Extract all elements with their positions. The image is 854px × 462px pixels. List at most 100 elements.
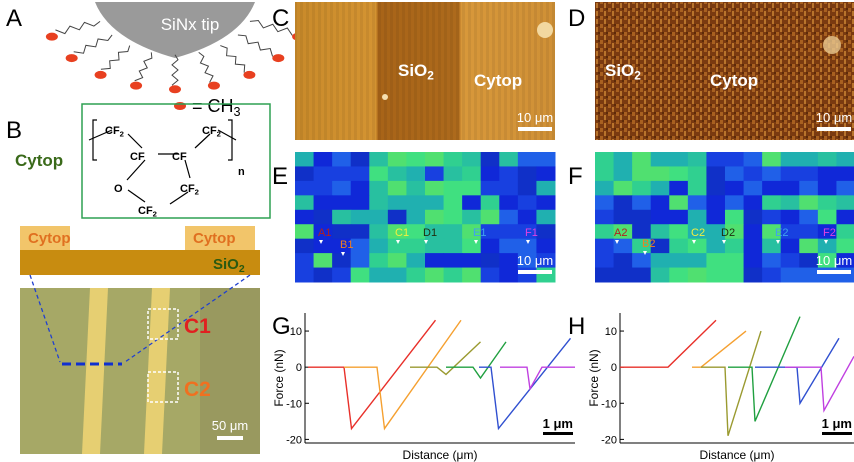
heatmap-cell: [706, 253, 726, 269]
heatmap-cell: [669, 224, 689, 240]
heatmap-cell: [725, 267, 745, 283]
chain: [134, 52, 153, 82]
atom-label: CF2: [105, 125, 124, 138]
heatmap-cell: [313, 267, 333, 283]
heatmap-cell: [295, 209, 315, 225]
chain: [55, 21, 101, 35]
region-box: [147, 371, 179, 403]
stack-label: Cytop: [193, 230, 236, 247]
heatmap-cell: [669, 267, 689, 283]
heatmap-cell: [387, 180, 407, 196]
heatmap-cell: [443, 180, 463, 196]
panel-letter: E: [272, 163, 288, 190]
heatmap-cell: [313, 253, 333, 269]
panel-letter: H: [568, 313, 585, 340]
heatmap-cell: [595, 166, 615, 182]
heatmap-cell: [313, 180, 333, 196]
force-curve: [728, 316, 801, 422]
marker: [722, 240, 726, 244]
heatmap-cell: [725, 166, 745, 182]
heatmap-cell: [499, 238, 519, 254]
marker: [824, 240, 828, 244]
heatmap-cell: [295, 166, 315, 182]
heatmap-cell: [817, 195, 837, 211]
subscript: 3: [234, 105, 241, 119]
heatmap-cell: [462, 180, 482, 196]
stripe: [144, 288, 170, 454]
heatmap-cell: [836, 267, 854, 283]
y-axis-label: Force (nN): [587, 349, 601, 406]
heatmap-cell: [462, 166, 482, 182]
heatmap-cell: [595, 195, 615, 211]
heatmap-cell: [817, 238, 837, 254]
heatmap-cell: [387, 224, 407, 240]
heatmap-cell: [295, 224, 315, 240]
heatmap-cell: [799, 253, 819, 269]
heatmap-cell: [632, 166, 652, 182]
scale-bar: [817, 270, 851, 274]
heatmap-cell: [780, 180, 800, 196]
scale-label: 10 μm: [517, 253, 553, 268]
scale-bar: [518, 270, 552, 274]
heatmap-cell: [817, 180, 837, 196]
methyl: [130, 81, 143, 90]
heatmap-cell: [350, 238, 370, 254]
heatmap-cell: [706, 224, 726, 240]
micrograph-shade: [200, 288, 260, 454]
heatmap-cell: [762, 180, 782, 196]
subscript: 2: [217, 129, 221, 138]
methyl: [243, 70, 256, 79]
marker: [643, 251, 647, 255]
heatmap-cell: [406, 224, 426, 240]
heatmap-cell: [387, 166, 407, 182]
heatmap-cell: [706, 180, 726, 196]
marker: [776, 240, 780, 244]
heatmap-cell: [836, 166, 854, 182]
heatmap-cell: [687, 209, 707, 225]
heatmap-cell: [632, 267, 652, 283]
structure-box: [81, 103, 271, 219]
y-tick-label: 0: [611, 362, 617, 374]
text: SiO: [213, 256, 239, 273]
heatmap-cell: [706, 166, 726, 182]
heatmap-cell: [780, 195, 800, 211]
heatmap-cell: [743, 180, 763, 196]
y-tick-label: 0: [296, 362, 302, 374]
heatmap-cell: [632, 180, 652, 196]
heatmap-cell: [443, 195, 463, 211]
heatmap-cell: [650, 224, 670, 240]
methyl: [174, 102, 186, 110]
marker-label: C2: [691, 227, 705, 239]
heatmap-cell: [387, 209, 407, 225]
heatmap-cell: [613, 267, 633, 283]
heatmap-cell: [480, 166, 500, 182]
scale-bar: [822, 432, 852, 435]
force-curve: [410, 341, 481, 376]
heatmap-cell: [313, 166, 333, 182]
marker-label: B2: [642, 238, 655, 250]
chain: [100, 45, 131, 70]
heatmap-cell: [817, 253, 837, 269]
heatmap-cell: [332, 209, 352, 225]
heatmap-cell: [743, 224, 763, 240]
text: SiO: [398, 61, 427, 80]
heatmap-cell: [799, 209, 819, 225]
scale-bar: [817, 127, 851, 131]
heatmap-cell: [762, 166, 782, 182]
scale-bar: [217, 436, 243, 440]
chain: [198, 51, 214, 83]
text: n: [238, 166, 245, 178]
region-label: SiO2: [398, 61, 434, 83]
particle: [537, 22, 553, 38]
heatmap-cell: [817, 209, 837, 225]
heatmap-cell: [499, 209, 519, 225]
heatmap-cell: [480, 209, 500, 225]
heatmap-cell: [332, 267, 352, 283]
stripe: [82, 288, 108, 454]
heatmap-cell: [780, 166, 800, 182]
methyl: [65, 54, 78, 63]
y-tick-label: -20: [601, 434, 617, 446]
heatmap-cell: [706, 195, 726, 211]
text: = CH: [192, 96, 234, 116]
